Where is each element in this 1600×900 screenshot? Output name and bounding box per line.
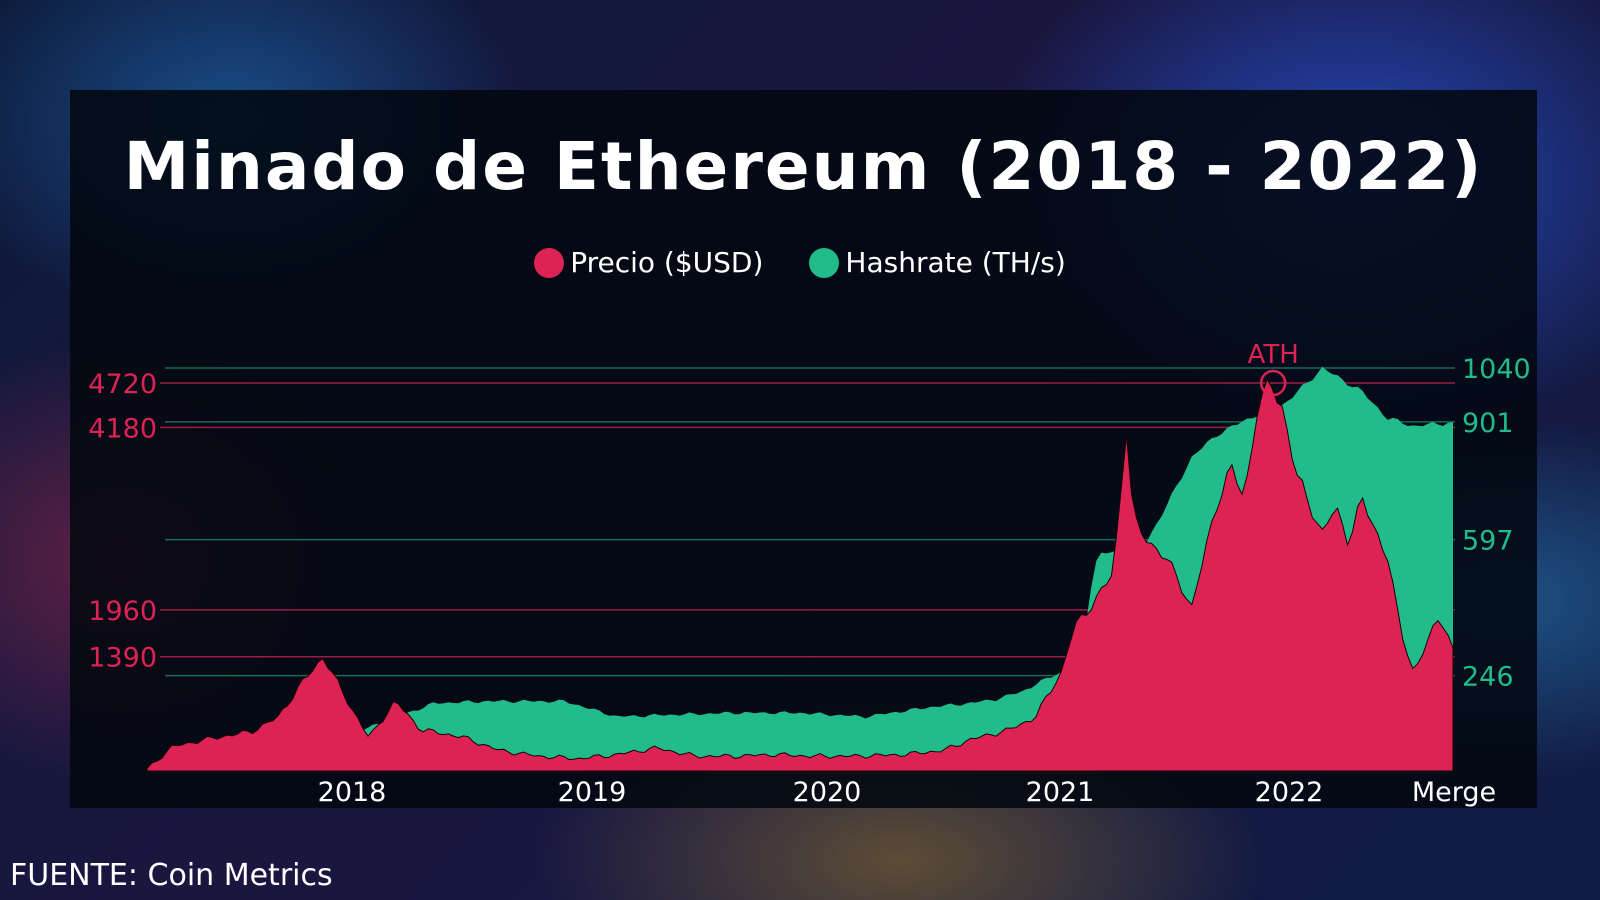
chart-legend: Precio ($USD) Hashrate (TH/s): [0, 246, 1600, 279]
legend-label-hashrate: Hashrate (TH/s): [845, 246, 1066, 279]
source-credit: FUENTE: Coin Metrics: [10, 858, 333, 893]
x-tick-label: 2022: [1255, 777, 1324, 808]
legend-item-hashrate: Hashrate (TH/s): [809, 246, 1066, 279]
y-right-tick-label: 597: [1462, 526, 1514, 557]
x-tick-label: 2019: [558, 777, 627, 808]
x-tick-label: 2021: [1026, 777, 1095, 808]
legend-dot-price: [534, 247, 565, 278]
y-left-tick-label: 1960: [88, 596, 157, 627]
chart-title: Minado de Ethereum (2018 - 2022): [123, 128, 1484, 205]
y-left-tick-label: 4720: [88, 369, 157, 400]
ath-label: ATH: [1248, 340, 1299, 370]
legend-label-price: Precio ($USD): [570, 246, 764, 279]
x-tick-label: 2018: [318, 777, 387, 808]
y-right-tick-label: 246: [1462, 662, 1514, 693]
y-left-tick-label: 1390: [88, 643, 157, 674]
legend-item-price: Precio ($USD): [534, 246, 763, 279]
legend-dot-hashrate: [809, 247, 840, 278]
ath-marker: [1259, 369, 1287, 397]
x-tick-label: Merge: [1412, 777, 1496, 808]
y-right-tick-label: 1040: [1462, 354, 1531, 385]
x-tick-label: 2020: [793, 777, 862, 808]
y-right-tick-label: 901: [1462, 408, 1514, 439]
price-area: [146, 377, 1454, 772]
y-left-tick-label: 4180: [88, 413, 157, 444]
